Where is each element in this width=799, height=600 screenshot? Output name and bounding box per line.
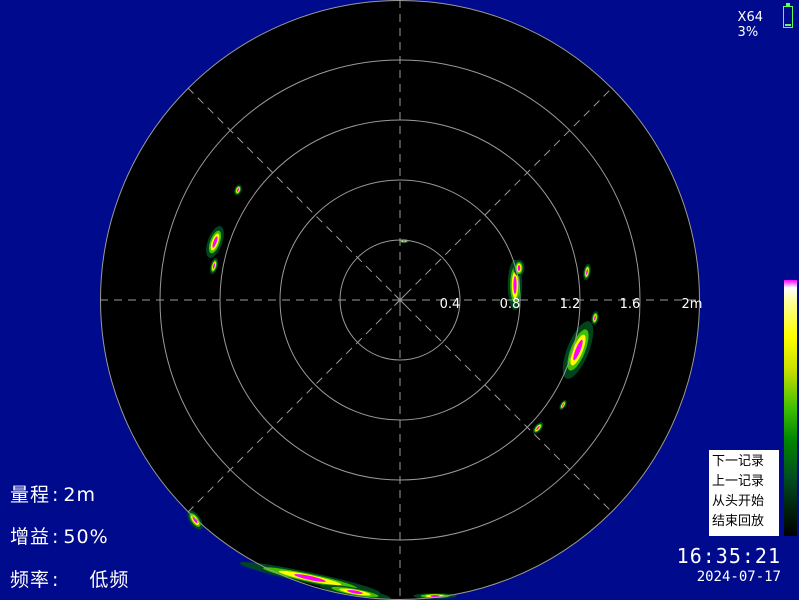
ring-label: 2m [682, 297, 703, 312]
echo-blob [319, 584, 391, 600]
menu-next-record[interactable]: 下一记录 [712, 454, 765, 469]
range-rings: 0.4 0.8 1.2 1.6 2m [100, 0, 702, 600]
echo-peak [517, 265, 521, 271]
echo-blob [234, 184, 242, 196]
echo-blob [206, 226, 224, 258]
ring-label: 1.2 [560, 297, 581, 312]
echo-color-scale [784, 280, 797, 536]
echo-peak [430, 595, 440, 597]
gain-setting: 增益:50% [10, 522, 109, 549]
echo-blob [591, 311, 599, 325]
echo-layer [187, 184, 599, 600]
battery-fill [785, 24, 791, 26]
clock-date: 2024-07-17 [696, 569, 781, 585]
echo-blob [413, 593, 457, 599]
echo-peak [236, 188, 240, 192]
frequency-setting: 频率: 低频 [10, 565, 129, 592]
echo-peak [561, 403, 565, 407]
echo-peak [192, 516, 198, 524]
frequency-label: 频率 [10, 569, 51, 591]
echo-blob [583, 263, 591, 281]
frequency-separator: : [52, 569, 60, 591]
echo-blob [562, 321, 594, 379]
range-label: 量程 [10, 484, 51, 506]
echo-blob [239, 562, 381, 594]
echo-blob [532, 422, 544, 434]
range-setting: 量程:2m [10, 480, 96, 507]
echo-peak [513, 276, 517, 294]
ring-label: 0.4 [440, 297, 461, 312]
echo-blob [559, 399, 567, 411]
playback-menu: 下一记录 上一记录 从头开始 结束回放 [709, 450, 779, 536]
echo-peak [536, 426, 540, 430]
range-separator: : [52, 484, 60, 506]
battery-percent: 3% [737, 25, 759, 40]
menu-restart[interactable]: 从头开始 [712, 494, 765, 509]
echo-blob [209, 257, 219, 275]
frequency-value: 低频 [89, 569, 130, 591]
menu-prev-record[interactable]: 上一记录 [712, 474, 765, 489]
echo-peak [594, 315, 596, 321]
echo-peak [294, 574, 326, 582]
range-value: 2m [63, 484, 97, 506]
echo-peak [586, 269, 588, 275]
gain-separator: : [52, 526, 60, 548]
center-mark [393, 293, 407, 307]
echo-peak [212, 263, 216, 269]
gain-value: 50% [63, 526, 109, 548]
echo-peak [212, 236, 218, 248]
ring-label: 1.6 [620, 297, 641, 312]
status-readout: X64 3% [738, 10, 763, 40]
ring-label: 0.8 [500, 297, 521, 312]
clock-time: 16:35:21 [676, 544, 781, 568]
echo-peak [347, 589, 363, 595]
battery-icon [783, 3, 793, 28]
echo-peak [573, 339, 583, 361]
zoom-level: X64 [737, 10, 763, 25]
menu-end-playback[interactable]: 结束回放 [712, 514, 765, 529]
gain-label: 增益 [10, 526, 51, 548]
